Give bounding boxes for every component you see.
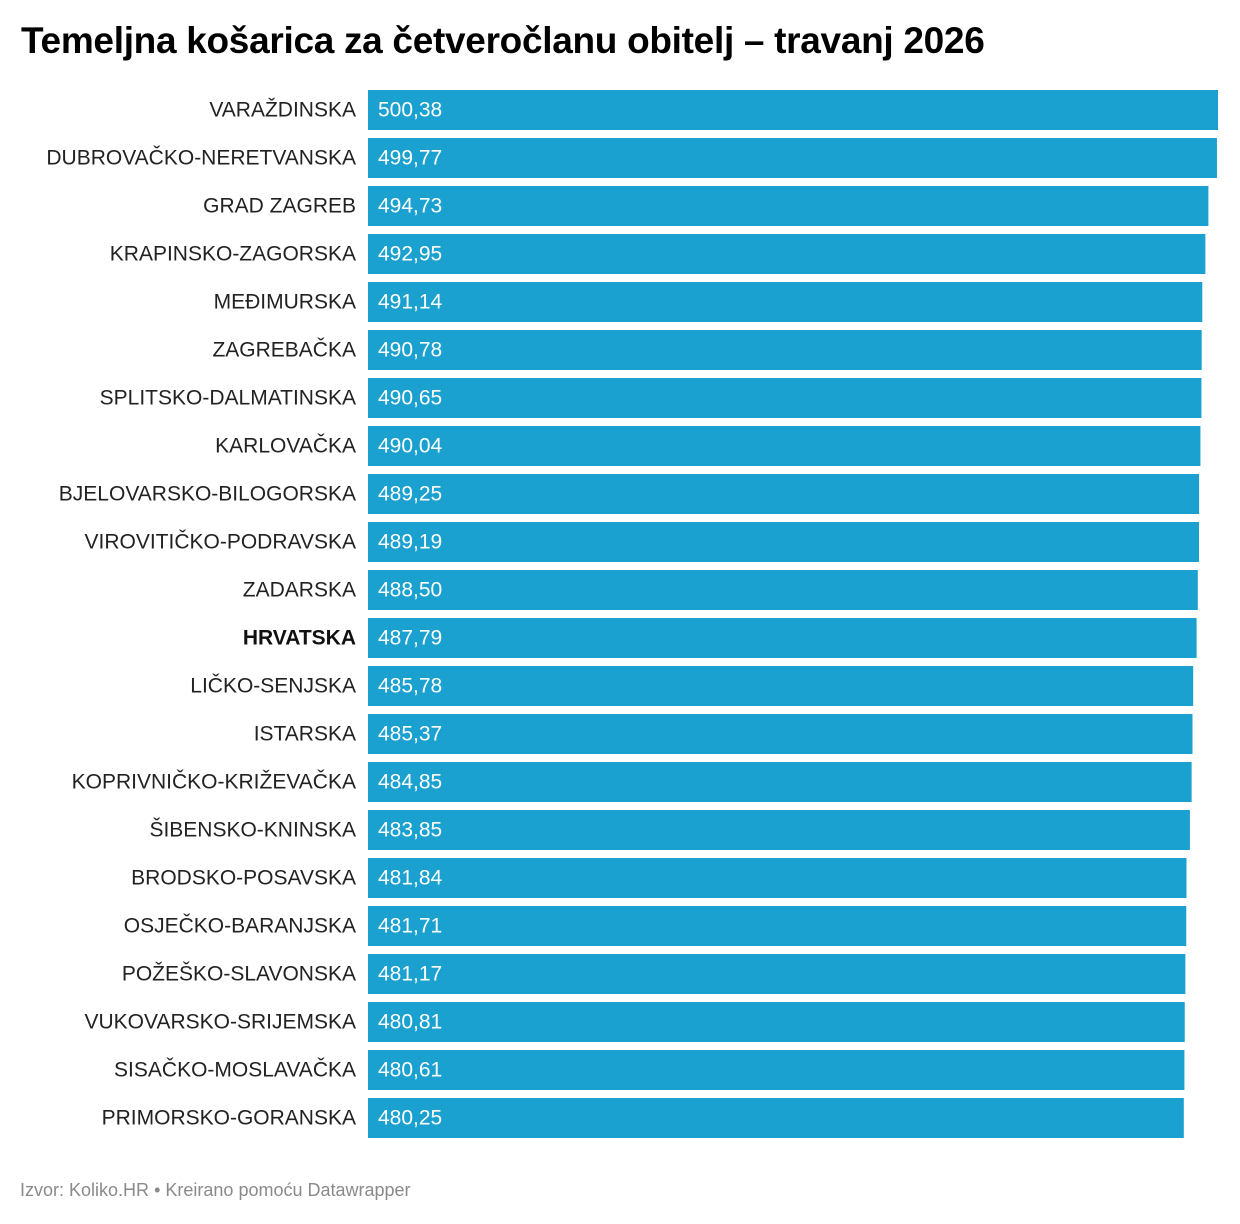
bar <box>368 90 1218 130</box>
bar <box>368 138 1217 178</box>
bar <box>368 234 1206 274</box>
value-label: 480,81 <box>378 1011 442 1034</box>
bar <box>368 282 1203 322</box>
value-label: 491,14 <box>378 291 443 314</box>
bar <box>368 522 1199 562</box>
category-label: PRIMORSKO-GORANSKA <box>102 1107 356 1130</box>
value-label: 481,17 <box>378 963 442 986</box>
bar <box>368 618 1197 658</box>
bar <box>368 906 1187 946</box>
value-label: 489,25 <box>378 483 442 506</box>
value-label: 483,85 <box>378 819 442 842</box>
bar <box>368 762 1192 802</box>
category-label: ISTARSKA <box>254 723 356 746</box>
bar <box>368 378 1202 418</box>
bar <box>368 1098 1184 1138</box>
source-note: Izvor: Koliko.HR • Kreirano pomoću Dataw… <box>20 1180 411 1201</box>
category-label: KRAPINSKO-ZAGORSKA <box>110 243 356 266</box>
category-label: LIČKO-SENJSKA <box>190 675 356 698</box>
value-label: 480,25 <box>378 1107 442 1130</box>
category-label: DUBROVAČKO-NERETVANSKA <box>46 147 356 170</box>
value-label: 494,73 <box>378 195 442 218</box>
value-label: 480,61 <box>378 1059 442 1082</box>
category-label: VIROVITIČKO-PODRAVSKA <box>85 531 357 554</box>
bar <box>368 426 1201 466</box>
category-label: BRODSKO-POSAVSKA <box>131 867 356 890</box>
bar <box>368 570 1198 610</box>
value-label: 485,78 <box>378 675 442 698</box>
value-label: 484,85 <box>378 771 442 794</box>
category-label: KARLOVAČKA <box>215 435 356 458</box>
value-label: 481,71 <box>378 915 442 938</box>
chart-title: Temeljna košarica za četveročlanu obitel… <box>21 20 985 61</box>
footer-separator: • <box>154 1180 161 1200</box>
value-label: 488,50 <box>378 579 442 602</box>
bar <box>368 1002 1185 1042</box>
category-label: VUKOVARSKO-SRIJEMSKA <box>84 1011 356 1034</box>
category-label: MEĐIMURSKA <box>214 291 356 314</box>
category-label: VARAŽDINSKA <box>209 99 356 122</box>
value-label: 500,38 <box>378 99 442 122</box>
value-label: 481,84 <box>378 867 443 890</box>
value-labels-layer: 500,38 499,77 494,73 492,95 491,14 490,78 490,… <box>378 99 443 1130</box>
value-label: 499,77 <box>378 147 442 170</box>
credit-text: Kreirano pomoću Datawrapper <box>165 1180 411 1200</box>
bar <box>368 810 1190 850</box>
category-label: ZAGREBAČKA <box>212 339 356 362</box>
category-label: ZADARSKA <box>243 579 356 602</box>
value-label: 489,19 <box>378 531 442 554</box>
category-label: SPLITSKO-DALMATINSKA <box>100 387 356 410</box>
value-label: 492,95 <box>378 243 442 266</box>
category-label: GRAD ZAGREB <box>203 195 356 218</box>
bar <box>368 714 1193 754</box>
value-label: 485,37 <box>378 723 442 746</box>
value-label: 487,79 <box>378 627 442 650</box>
category-label: KOPRIVNIČKO-KRIŽEVAČKA <box>72 771 356 794</box>
source-name: Koliko.HR <box>69 1180 150 1200</box>
category-label: HRVATSKA <box>243 627 356 650</box>
bar <box>368 858 1187 898</box>
bar <box>368 954 1186 994</box>
source-label: Izvor: <box>20 1180 65 1200</box>
category-label: BJELOVARSKO-BILOGORSKA <box>59 483 356 506</box>
value-label: 490,65 <box>378 387 442 410</box>
value-label: 490,78 <box>378 339 442 362</box>
value-label: 490,04 <box>378 435 443 458</box>
category-labels-layer: VARAŽDINSKA DUBROVAČKO-NERETVANSKA GRAD ZA… <box>46 99 356 1130</box>
bar <box>368 474 1200 514</box>
category-label: POŽEŠKO-SLAVONSKA <box>122 963 356 986</box>
bar <box>368 666 1194 706</box>
category-label: ŠIBENSKO-KNINSKA <box>149 819 356 842</box>
bar <box>368 1050 1185 1090</box>
bars-layer <box>368 90 1218 1138</box>
bar <box>368 330 1202 370</box>
bar <box>368 186 1209 226</box>
category-label: OSJEČKO-BARANJSKA <box>124 915 356 938</box>
category-label: SISAČKO-MOSLAVAČKA <box>114 1059 356 1082</box>
